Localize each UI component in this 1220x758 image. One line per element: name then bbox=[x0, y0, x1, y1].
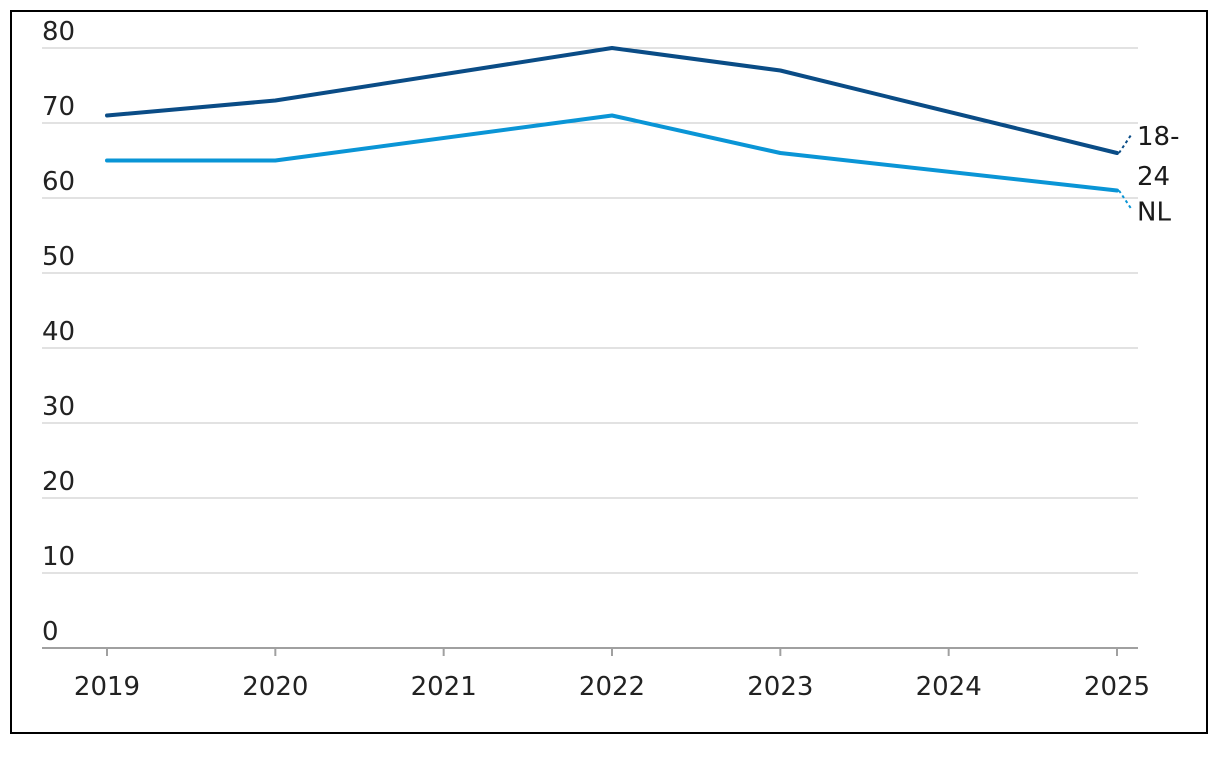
y-axis-ticks: 0 10 20 30 40 50 60 70 80 bbox=[42, 17, 75, 647]
x-tick-label: 2020 bbox=[242, 672, 308, 702]
gridlines bbox=[42, 48, 1138, 573]
y-tick-label: 70 bbox=[42, 92, 75, 122]
y-tick-label: 80 bbox=[42, 17, 75, 47]
series-label: 18- bbox=[1137, 122, 1179, 152]
series-label: 24 bbox=[1137, 162, 1170, 192]
x-tick-label: 2022 bbox=[579, 672, 645, 702]
x-tick-label: 2021 bbox=[411, 672, 477, 702]
y-tick-label: 0 bbox=[42, 617, 59, 647]
series-labels: 18- 24 NL bbox=[1119, 122, 1179, 228]
y-tick-label: 50 bbox=[42, 242, 75, 272]
series-leader-line bbox=[1119, 135, 1131, 153]
y-tick-label: 10 bbox=[42, 542, 75, 572]
x-tick-label: 2025 bbox=[1084, 672, 1150, 702]
x-axis: 2019 2020 2021 2022 2023 2024 2025 bbox=[42, 648, 1150, 702]
series-lines bbox=[107, 48, 1117, 191]
series-line-1 bbox=[107, 116, 1117, 191]
series-label: NL bbox=[1137, 198, 1171, 228]
series-line-0 bbox=[107, 48, 1117, 153]
y-tick-label: 60 bbox=[42, 167, 75, 197]
series-leader-line bbox=[1119, 191, 1131, 209]
x-tick-label: 2023 bbox=[747, 672, 813, 702]
x-tick-label: 2024 bbox=[916, 672, 982, 702]
x-tick-label: 2019 bbox=[74, 672, 140, 702]
y-tick-label: 20 bbox=[42, 467, 75, 497]
y-tick-label: 30 bbox=[42, 392, 75, 422]
y-tick-label: 40 bbox=[42, 317, 75, 347]
